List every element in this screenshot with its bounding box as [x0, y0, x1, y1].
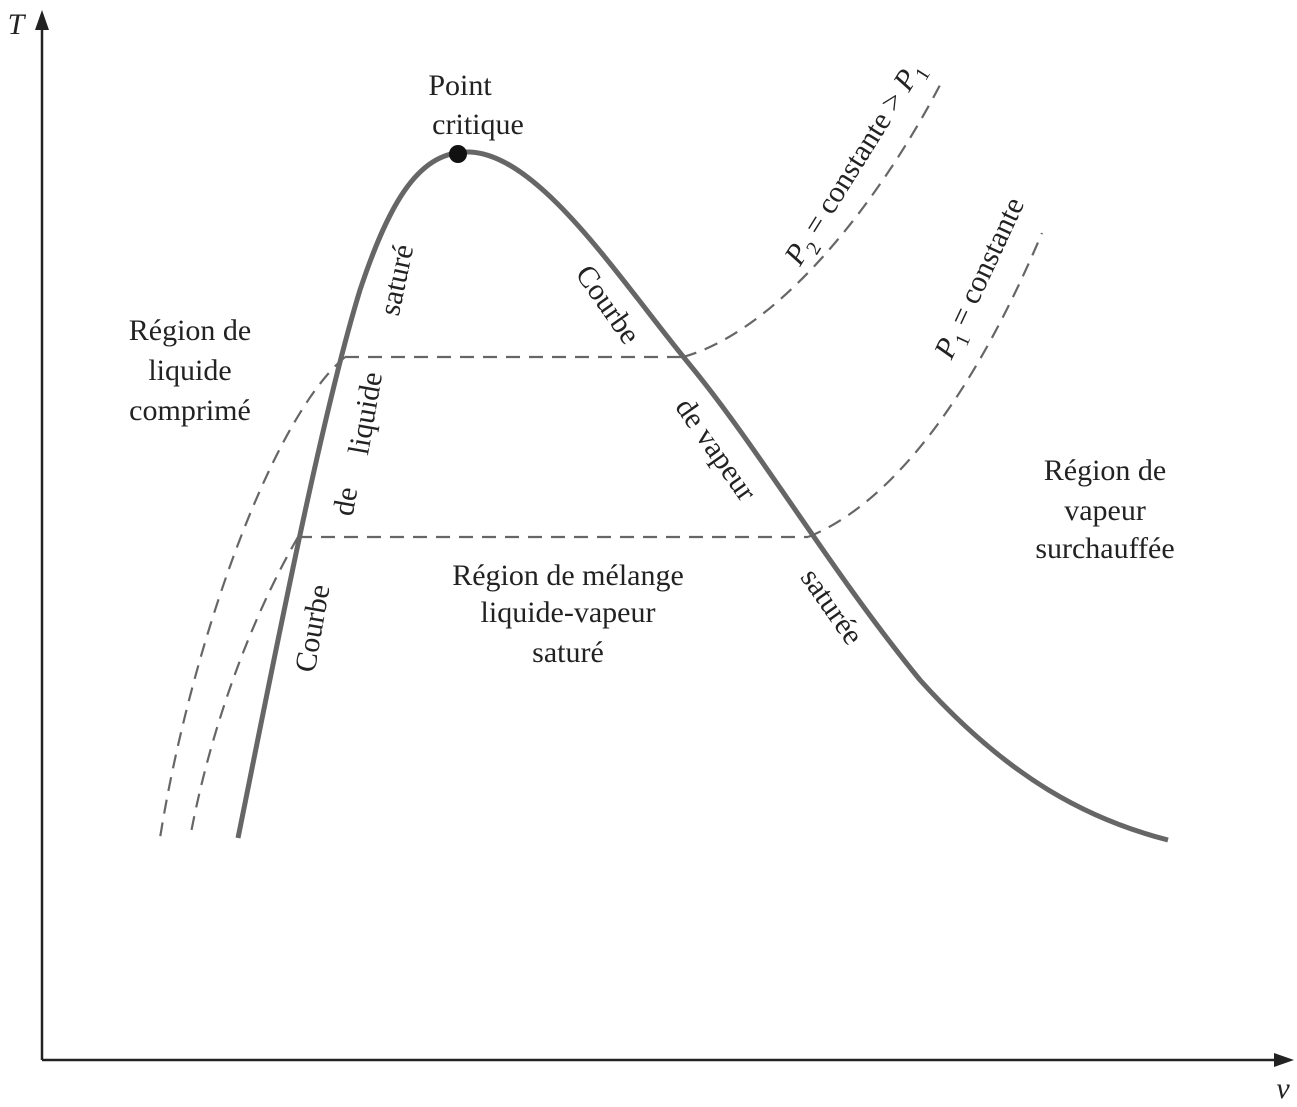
curve-label: de vapeur	[669, 392, 763, 507]
x-axis-label: v	[1276, 1072, 1290, 1105]
p2-vapor	[682, 84, 941, 359]
region-label: surchauffée	[1035, 532, 1174, 565]
y-axis-label: T	[8, 8, 27, 41]
curve-label: liquide	[342, 369, 389, 457]
region-label: Région de mélange	[452, 559, 684, 592]
p2-liquid	[158, 356, 346, 839]
region-label: saturé	[532, 636, 604, 669]
region-label: liquide-vapeur	[481, 596, 656, 629]
text: = constante >	[793, 79, 915, 247]
region-label: liquide	[148, 354, 231, 387]
isobar-label: P2 = constante > P1	[777, 55, 934, 275]
region-label: comprimé	[129, 394, 251, 427]
region-label: Région de	[129, 314, 251, 347]
curve-label: de	[327, 485, 364, 519]
y-arrow	[35, 10, 49, 30]
x-arrow	[1274, 1053, 1294, 1067]
saturation-dome	[235, 149, 1169, 843]
critical-point	[449, 145, 467, 163]
isobars	[158, 84, 1044, 839]
critical-label: critique	[432, 108, 524, 141]
p1-liquid	[188, 536, 299, 839]
critical-label: Point	[428, 69, 492, 102]
text: = constante	[940, 192, 1031, 338]
axes	[35, 10, 1294, 1067]
p1-vapor	[807, 232, 1044, 539]
curve-label: Courbe	[569, 259, 647, 350]
region-label: Région de	[1044, 454, 1166, 487]
region-label: vapeur	[1064, 494, 1146, 527]
curve-label: saturée	[794, 562, 870, 651]
curve-label: saturé	[373, 242, 420, 319]
isobar-label: P1 = constante	[927, 192, 1036, 367]
curve-label: Courbe	[289, 582, 337, 675]
